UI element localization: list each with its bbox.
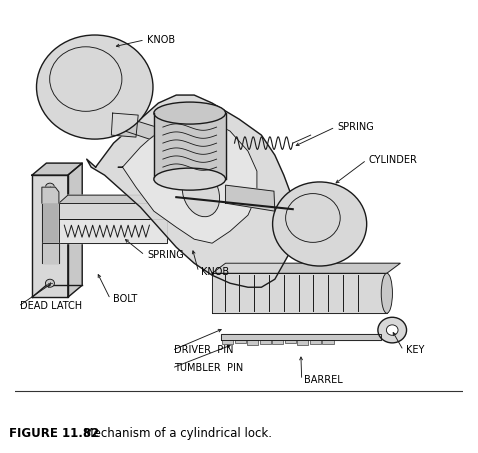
Bar <box>272 341 283 344</box>
Circle shape <box>378 317 407 343</box>
Polygon shape <box>32 163 82 175</box>
Bar <box>322 341 334 344</box>
Text: KEY: KEY <box>406 346 424 356</box>
Ellipse shape <box>381 273 392 313</box>
Polygon shape <box>59 203 167 219</box>
Polygon shape <box>212 273 387 313</box>
Polygon shape <box>221 334 381 341</box>
Circle shape <box>386 325 398 335</box>
Text: TUMBLER  PIN: TUMBLER PIN <box>174 363 243 373</box>
Polygon shape <box>212 263 400 273</box>
Text: BOLT: BOLT <box>113 294 137 304</box>
Text: SPRING: SPRING <box>337 122 374 132</box>
Text: Mechanism of a cylindrical lock.: Mechanism of a cylindrical lock. <box>76 427 272 440</box>
Text: DRIVER  PIN: DRIVER PIN <box>174 346 234 356</box>
Text: SPRING: SPRING <box>147 250 184 260</box>
Bar <box>297 341 308 345</box>
Bar <box>260 341 271 344</box>
Text: FIGURE 11.82: FIGURE 11.82 <box>9 427 99 440</box>
Polygon shape <box>59 195 176 203</box>
Bar <box>310 341 321 344</box>
Circle shape <box>36 35 153 139</box>
Polygon shape <box>226 185 275 211</box>
Ellipse shape <box>154 168 226 190</box>
Bar <box>285 341 296 343</box>
Polygon shape <box>68 163 82 297</box>
Polygon shape <box>118 115 257 243</box>
Bar <box>235 341 246 343</box>
Bar <box>247 341 258 345</box>
Ellipse shape <box>154 102 226 124</box>
Circle shape <box>45 279 54 287</box>
Bar <box>222 341 233 344</box>
Text: KNOB: KNOB <box>201 267 229 277</box>
Text: BARREL: BARREL <box>304 375 343 385</box>
Text: KNOB: KNOB <box>147 35 175 45</box>
Polygon shape <box>89 108 163 139</box>
Circle shape <box>272 182 367 266</box>
Polygon shape <box>32 175 68 297</box>
Text: CYLINDER: CYLINDER <box>369 155 418 165</box>
Polygon shape <box>154 113 226 179</box>
Circle shape <box>45 183 54 191</box>
Polygon shape <box>59 219 167 243</box>
Text: DEAD LATCH: DEAD LATCH <box>21 301 83 312</box>
Polygon shape <box>87 95 297 287</box>
Polygon shape <box>111 113 138 137</box>
Ellipse shape <box>182 169 219 217</box>
Polygon shape <box>42 203 59 263</box>
Polygon shape <box>42 243 59 263</box>
Polygon shape <box>42 187 59 203</box>
